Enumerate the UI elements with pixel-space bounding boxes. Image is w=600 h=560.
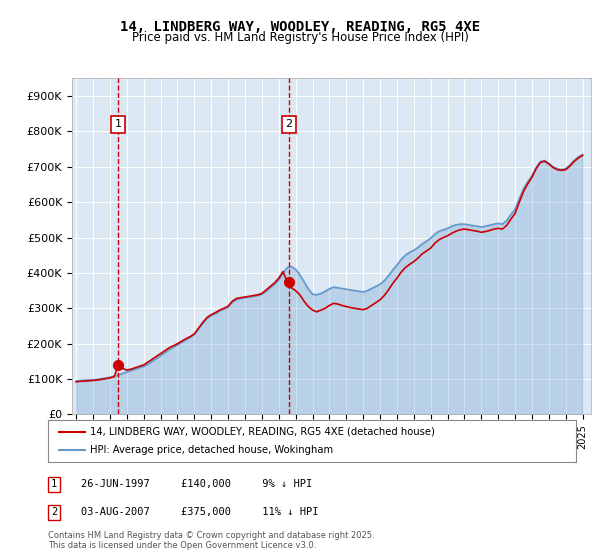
Text: 2: 2 [51,507,57,517]
Text: 1: 1 [51,479,57,489]
Text: 2: 2 [285,119,292,129]
Text: 14, LINDBERG WAY, WOODLEY, READING, RG5 4XE: 14, LINDBERG WAY, WOODLEY, READING, RG5 … [120,20,480,34]
Text: 26-JUN-1997     £140,000     9% ↓ HPI: 26-JUN-1997 £140,000 9% ↓ HPI [81,479,312,489]
Text: 1: 1 [115,119,122,129]
Text: 03-AUG-2007     £375,000     11% ↓ HPI: 03-AUG-2007 £375,000 11% ↓ HPI [81,507,319,517]
Text: Contains HM Land Registry data © Crown copyright and database right 2025.
This d: Contains HM Land Registry data © Crown c… [48,530,374,550]
Text: 14, LINDBERG WAY, WOODLEY, READING, RG5 4XE (detached house): 14, LINDBERG WAY, WOODLEY, READING, RG5 … [90,427,435,437]
Text: Price paid vs. HM Land Registry's House Price Index (HPI): Price paid vs. HM Land Registry's House … [131,31,469,44]
Text: HPI: Average price, detached house, Wokingham: HPI: Average price, detached house, Woki… [90,445,334,455]
